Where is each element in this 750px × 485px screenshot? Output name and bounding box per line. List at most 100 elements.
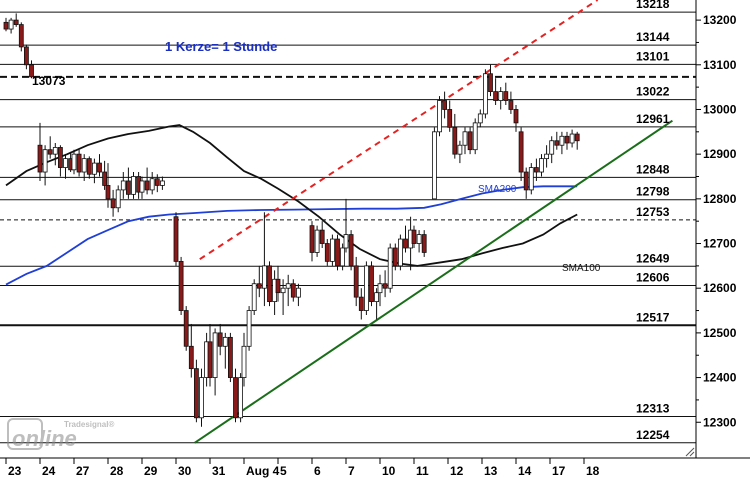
level-label: 12753 — [636, 205, 670, 219]
candle-body — [314, 229, 320, 253]
x-tick-label: 11 — [416, 464, 429, 478]
candle-body — [295, 287, 301, 298]
y-tick-label: 12600 — [703, 281, 737, 295]
x-tick-label: 24 — [42, 464, 56, 478]
candle-body — [227, 336, 233, 378]
candle-body — [477, 113, 483, 124]
series-label-sma200: SMA200 — [478, 184, 517, 195]
candle-body — [403, 238, 408, 249]
candle-body — [369, 265, 374, 303]
candle-body — [559, 135, 565, 146]
watermark-brand: online — [12, 426, 77, 451]
x-tick-label: 7 — [348, 464, 355, 478]
candle-body — [102, 171, 107, 186]
candle-body — [363, 265, 369, 311]
candle-body — [52, 147, 58, 155]
y-tick-label: 12300 — [703, 415, 737, 429]
candle-body — [554, 140, 560, 146]
candle-body — [159, 180, 165, 186]
level-label: 13144 — [636, 30, 670, 44]
level-label: 12649 — [636, 251, 670, 265]
candle-body — [42, 149, 48, 173]
candle-body — [343, 234, 349, 249]
candle-body — [183, 310, 189, 347]
candle-body — [275, 278, 281, 294]
x-tick-label: 28 — [110, 464, 124, 478]
candle-body — [280, 287, 286, 294]
level-label: 12848 — [636, 162, 670, 176]
level-label: 12517 — [636, 310, 670, 324]
x-tick-label: 12 — [450, 464, 464, 478]
x-tick-label: 23 — [8, 464, 22, 478]
candle-body — [261, 265, 267, 289]
candle-body — [173, 216, 179, 262]
candle-body — [18, 24, 24, 48]
candle-body — [97, 162, 102, 173]
candle-body — [493, 91, 499, 101]
x-tick-label: 17 — [552, 464, 566, 478]
candle-body — [397, 238, 403, 267]
x-tick-label: 14 — [518, 464, 532, 478]
candle-body — [457, 144, 463, 155]
series-line-sma100 — [5, 124, 578, 267]
candle-body — [431, 131, 437, 200]
candle-body — [377, 283, 383, 294]
candle-body — [193, 368, 199, 419]
candle-body — [13, 19, 19, 25]
candle-body — [411, 229, 417, 244]
candle-body — [233, 377, 238, 419]
x-tick-label: 18 — [586, 464, 600, 478]
candle-body — [482, 73, 488, 115]
candle-body — [126, 180, 131, 195]
candle-body — [92, 162, 97, 175]
candle-body — [574, 133, 580, 142]
y-tick-label: 12400 — [703, 371, 737, 385]
candle-body — [564, 135, 570, 144]
y-tick-label: 12900 — [703, 147, 737, 161]
candle-body — [217, 332, 223, 347]
candle-body — [518, 131, 524, 173]
candle-body — [335, 238, 340, 267]
y-tick-label: 12700 — [703, 237, 737, 251]
y-tick-label: 12500 — [703, 326, 737, 340]
start-level-label: 13073 — [32, 74, 66, 88]
candle-body — [144, 180, 150, 191]
candle-body — [498, 91, 504, 101]
candle-body — [285, 283, 291, 289]
candle-body — [154, 178, 160, 186]
candle-body — [549, 140, 555, 155]
x-tick-label: 13 — [484, 464, 498, 478]
trendline-uptrend-resistance — [199, 0, 599, 260]
candle-body — [207, 341, 213, 378]
candle-body — [534, 167, 539, 173]
candle-body — [447, 109, 453, 128]
level-label: 12313 — [636, 401, 670, 415]
candle-body — [238, 377, 244, 419]
candle-body — [212, 332, 218, 378]
x-tick-label: 31 — [212, 464, 226, 478]
x-tick-label: 29 — [144, 464, 158, 478]
candle-body — [569, 133, 575, 144]
candle-body — [251, 283, 257, 311]
watermark-logo: online Tradesignal® — [7, 418, 114, 451]
candle-body — [47, 149, 53, 155]
candle-body — [329, 238, 335, 262]
candle-body — [241, 345, 247, 378]
candle-body — [472, 122, 478, 151]
level-label: 12254 — [636, 428, 670, 442]
x-tick-label: 5 — [280, 464, 287, 478]
x-tick-label: Aug 4 — [246, 464, 280, 478]
series-label-sma100: SMA100 — [562, 263, 601, 274]
level-label: 12606 — [636, 271, 670, 285]
candle-body — [120, 180, 126, 191]
candle-body — [324, 243, 330, 262]
candle-body — [222, 336, 228, 347]
candle-body — [76, 153, 82, 173]
candle-body — [188, 345, 194, 370]
candle-body — [86, 158, 92, 175]
candle-body — [387, 247, 393, 289]
series-line-sma200 — [5, 185, 578, 286]
level-label: 13022 — [636, 85, 670, 99]
candle-body — [8, 19, 14, 30]
